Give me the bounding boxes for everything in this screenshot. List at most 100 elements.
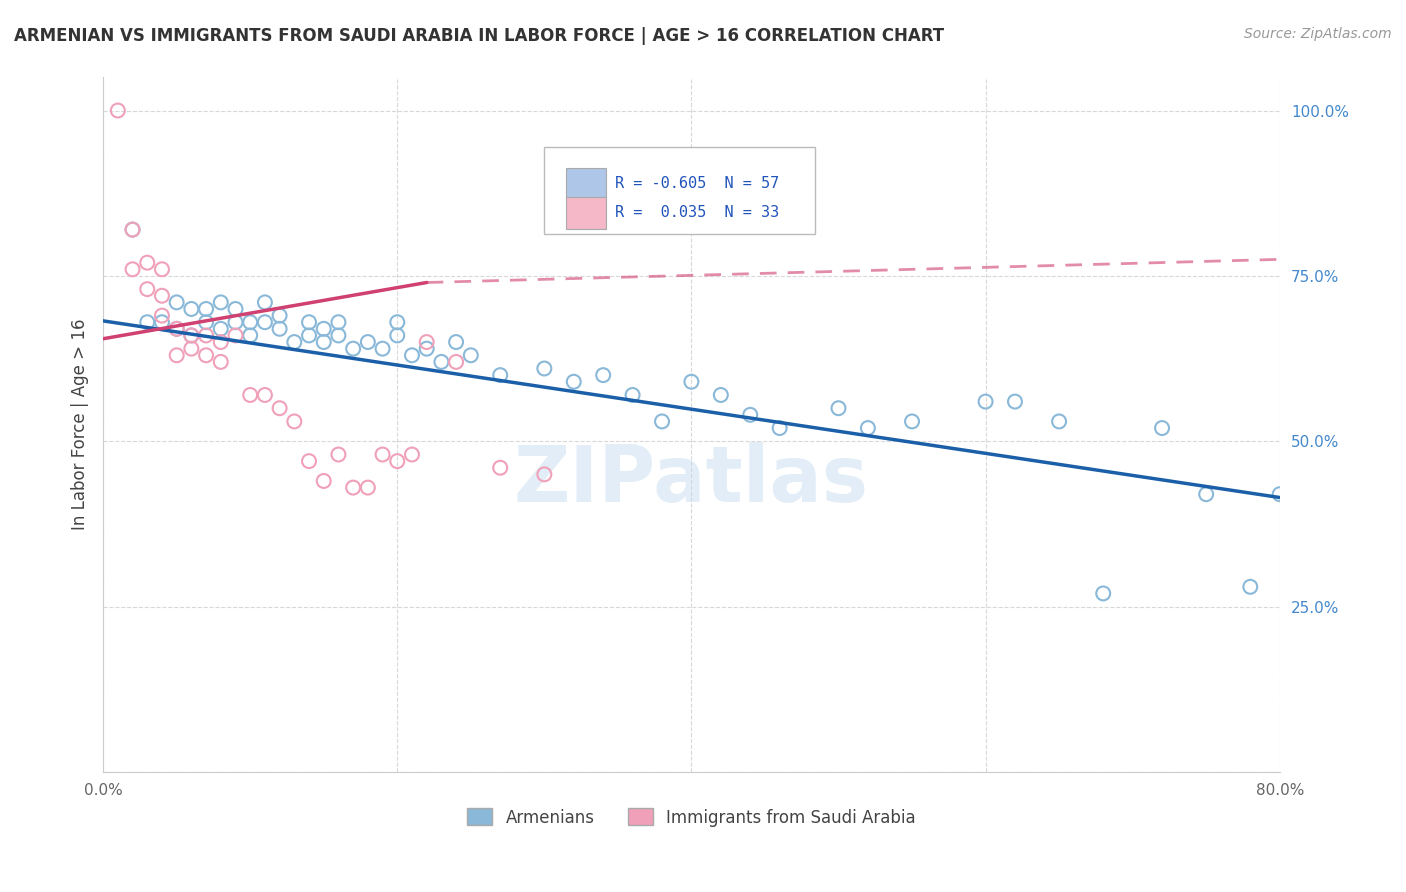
Point [239,388,262,402]
FancyBboxPatch shape [544,147,815,234]
Text: R = -0.605  N = 57: R = -0.605 N = 57 [614,177,779,192]
Point [312,474,335,488]
FancyBboxPatch shape [565,197,606,228]
FancyBboxPatch shape [565,168,606,200]
Text: R =  0.035  N = 33: R = 0.035 N = 33 [614,205,779,220]
Point [1239,580,1261,594]
Point [136,315,159,329]
Point [1047,414,1070,428]
Point [180,328,202,343]
Point [592,368,614,383]
Point [974,394,997,409]
Point [239,315,262,329]
Point [1195,487,1218,501]
Point [856,421,879,435]
Point [180,342,202,356]
Point [121,222,143,236]
Point [533,467,555,482]
Text: ZIPatlas: ZIPatlas [515,442,869,518]
Point [489,368,512,383]
Point [121,222,143,236]
Point [1268,487,1291,501]
Point [283,414,305,428]
Point [328,448,350,462]
Point [224,301,246,316]
Point [253,315,276,329]
Legend: Armenians, Immigrants from Saudi Arabia: Armenians, Immigrants from Saudi Arabia [460,802,922,833]
Point [283,334,305,349]
Point [342,342,364,356]
Point [312,322,335,336]
Point [253,295,276,310]
Point [387,454,409,468]
Point [166,322,188,336]
Point [239,328,262,343]
Point [681,375,703,389]
Point [166,322,188,336]
Point [1004,394,1026,409]
Point [312,334,335,349]
Point [209,322,232,336]
Point [401,448,423,462]
Point [209,334,232,349]
Point [387,315,409,329]
Point [209,355,232,369]
Point [298,328,321,343]
Point [224,315,246,329]
Point [150,262,173,277]
Point [710,388,733,402]
Point [444,334,467,349]
Point [107,103,129,118]
Y-axis label: In Labor Force | Age > 16: In Labor Force | Age > 16 [72,319,89,531]
Point [328,315,350,329]
Point [253,388,276,402]
Point [901,414,924,428]
Point [357,334,380,349]
Text: Source: ZipAtlas.com: Source: ZipAtlas.com [1244,27,1392,41]
Point [371,342,394,356]
Point [415,342,437,356]
Point [827,401,849,416]
Point [371,448,394,462]
Point [180,328,202,343]
Point [444,355,467,369]
Point [769,421,792,435]
Point [136,255,159,269]
Point [150,315,173,329]
Point [150,289,173,303]
Point [195,328,218,343]
Point [121,262,143,277]
Point [298,454,321,468]
Point [269,322,291,336]
Point [180,301,202,316]
Point [1150,421,1173,435]
Point [269,401,291,416]
Point [430,355,453,369]
Point [150,309,173,323]
Point [195,315,218,329]
Point [401,348,423,362]
Point [460,348,482,362]
Point [166,348,188,362]
Point [415,334,437,349]
Point [562,375,585,389]
Point [489,460,512,475]
Point [342,481,364,495]
Point [224,328,246,343]
Point [298,315,321,329]
Point [328,328,350,343]
Point [651,414,673,428]
Point [621,388,644,402]
Point [136,282,159,296]
Point [357,481,380,495]
Point [1092,586,1115,600]
Point [740,408,762,422]
Text: ARMENIAN VS IMMIGRANTS FROM SAUDI ARABIA IN LABOR FORCE | AGE > 16 CORRELATION C: ARMENIAN VS IMMIGRANTS FROM SAUDI ARABIA… [14,27,945,45]
Point [387,328,409,343]
Point [195,301,218,316]
Point [533,361,555,376]
Point [209,295,232,310]
Point [269,309,291,323]
Point [166,295,188,310]
Point [195,348,218,362]
